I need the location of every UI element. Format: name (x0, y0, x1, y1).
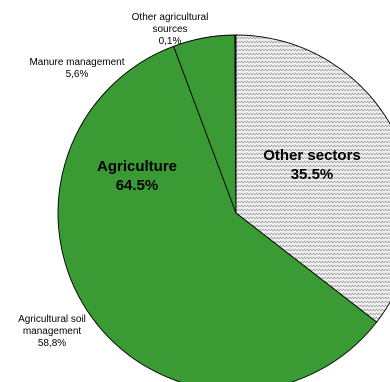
manure-value: 5,6% (66, 69, 89, 80)
manure-label: Manure management (29, 57, 124, 68)
soil-label-line1: Agricultural soil (18, 314, 86, 325)
soil-value: 58,8% (38, 338, 66, 349)
agriculture-label: Agriculture (97, 158, 177, 175)
slice-other-sectors (235, 34, 390, 323)
other-agri-label-line2: sources (152, 24, 187, 35)
other-sectors-value: 35.5% (291, 166, 334, 183)
other-agri-value: 0,1% (159, 36, 182, 47)
pie-slices (57, 34, 390, 382)
other-sectors-label: Other sectors (263, 147, 361, 164)
other-agri-label-line1: Other agricultural (132, 12, 209, 23)
slice-agricultural-soil (57, 45, 378, 382)
agriculture-value: 64.5% (116, 177, 159, 194)
slice-other-agricultural-sources (234, 34, 237, 214)
soil-label-line2: management (23, 326, 82, 337)
